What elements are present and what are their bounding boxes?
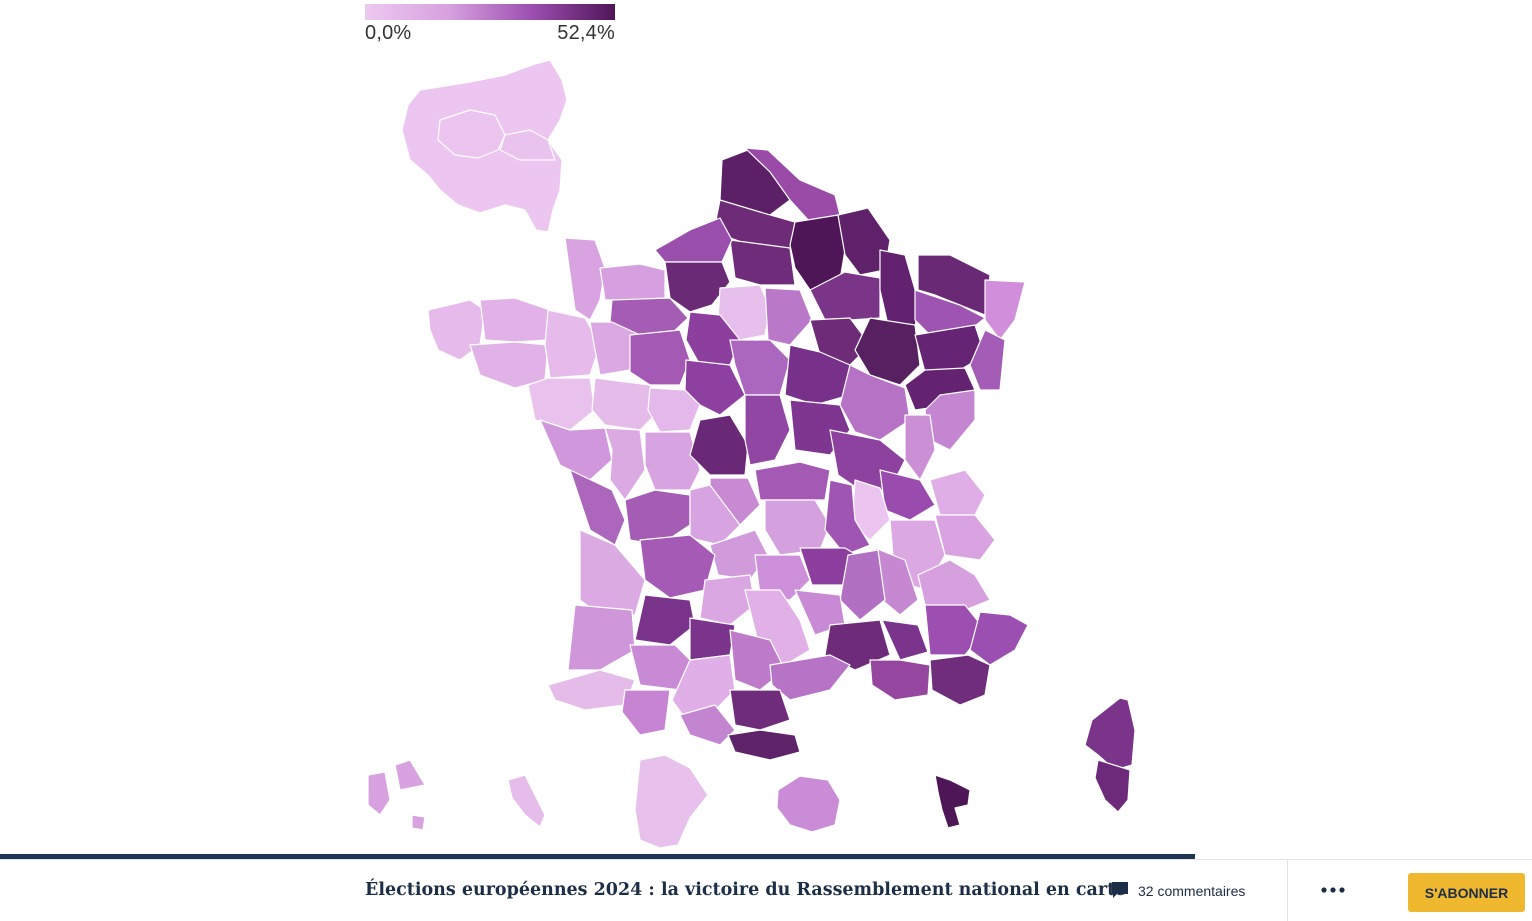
dept-doubs[interactable] xyxy=(924,389,976,451)
dept-sarthe[interactable] xyxy=(629,329,691,386)
dept-herault[interactable] xyxy=(769,654,851,701)
bottom-bar-divider xyxy=(1287,860,1288,921)
dept-lot[interactable] xyxy=(699,574,756,626)
dept-moselle[interactable] xyxy=(917,254,991,316)
dept-ariege[interactable] xyxy=(679,704,736,746)
dept-manche[interactable] xyxy=(564,237,606,321)
reading-progress-fill xyxy=(0,854,1195,859)
dept-var[interactable] xyxy=(929,654,991,706)
dept-tarn-garonne[interactable] xyxy=(689,617,736,661)
dept-calvados[interactable] xyxy=(599,263,666,301)
color-legend: 0,0% 52,4% xyxy=(365,4,615,45)
dept-guadeloupe[interactable] xyxy=(367,759,426,831)
dept-haut-rhin[interactable] xyxy=(969,329,1006,391)
dept-morbihan[interactable] xyxy=(469,341,549,389)
dept-bas-rhin[interactable] xyxy=(984,279,1026,341)
dept-alpes-maritimes[interactable] xyxy=(969,611,1029,666)
dept-aude[interactable] xyxy=(729,689,791,731)
dept-pyrenees-orientales[interactable] xyxy=(727,729,801,761)
reading-progress-bar xyxy=(0,854,1532,859)
dept-lot-garonne[interactable] xyxy=(634,594,696,646)
legend-gradient-bar xyxy=(365,4,615,20)
dept-vendee[interactable] xyxy=(539,419,613,481)
dept-bouches-rhone[interactable] xyxy=(869,659,931,701)
france-choropleth-map xyxy=(367,59,1136,849)
dept-oise[interactable] xyxy=(729,239,796,286)
dept-reunion[interactable] xyxy=(776,775,841,833)
article-bottom-bar: Élections européennes 2024 : la victoire… xyxy=(0,859,1532,921)
dept-meuse[interactable] xyxy=(879,249,919,331)
dept-guyane[interactable] xyxy=(634,754,709,849)
dept-vaucluse[interactable] xyxy=(881,619,929,661)
legend-max-label: 52,4% xyxy=(557,22,615,44)
idf-inset-paris-ring[interactable] xyxy=(437,109,506,159)
dept-vienne[interactable] xyxy=(644,431,701,491)
dept-hautes-pyrenees[interactable] xyxy=(621,689,671,736)
dept-ille-vilaine[interactable] xyxy=(544,309,601,379)
dept-ardeche[interactable] xyxy=(839,549,886,621)
dept-mayotte[interactable] xyxy=(934,774,971,829)
dept-landes[interactable] xyxy=(567,604,636,671)
dept-cher[interactable] xyxy=(744,394,791,466)
dept-loire[interactable] xyxy=(824,479,871,556)
comments-link[interactable]: 32 commentaires xyxy=(1110,881,1245,900)
dept-loire-atlantique[interactable] xyxy=(527,377,596,431)
dept-puy-dome[interactable] xyxy=(764,499,831,556)
dept-gironde[interactable] xyxy=(579,529,646,616)
dept-pyrenees-atl[interactable] xyxy=(547,669,636,711)
comments-count-label: 32 commentaires xyxy=(1138,882,1246,899)
dept-haute-marne[interactable] xyxy=(854,317,921,386)
legend-min-label: 0,0% xyxy=(365,22,412,44)
dept-indre-loire[interactable] xyxy=(647,387,701,433)
dept-seine-maritime[interactable] xyxy=(654,217,733,263)
dept-jura[interactable] xyxy=(904,414,936,481)
dept-haute-savoie[interactable] xyxy=(929,469,986,516)
dept-haute-corse[interactable] xyxy=(1084,697,1136,771)
dept-cotes-armor[interactable] xyxy=(479,297,551,343)
subscribe-button[interactable]: S'ABONNER xyxy=(1408,873,1525,912)
dept-allier[interactable] xyxy=(754,461,831,501)
dept-corse-du-sud[interactable] xyxy=(1094,759,1131,813)
dept-martinique[interactable] xyxy=(507,774,546,828)
more-options-button[interactable] xyxy=(1318,878,1348,902)
article-title: Élections européennes 2024 : la victoire… xyxy=(365,880,1127,900)
more-dots-icon xyxy=(1321,887,1345,893)
comment-bubble-icon xyxy=(1112,882,1128,898)
dept-indre[interactable] xyxy=(689,414,749,476)
dept-cote-or[interactable] xyxy=(839,364,911,441)
dept-seine-marne[interactable] xyxy=(764,287,813,346)
idf-inset-east[interactable] xyxy=(499,129,556,161)
dept-haute-vienne[interactable] xyxy=(689,484,741,546)
